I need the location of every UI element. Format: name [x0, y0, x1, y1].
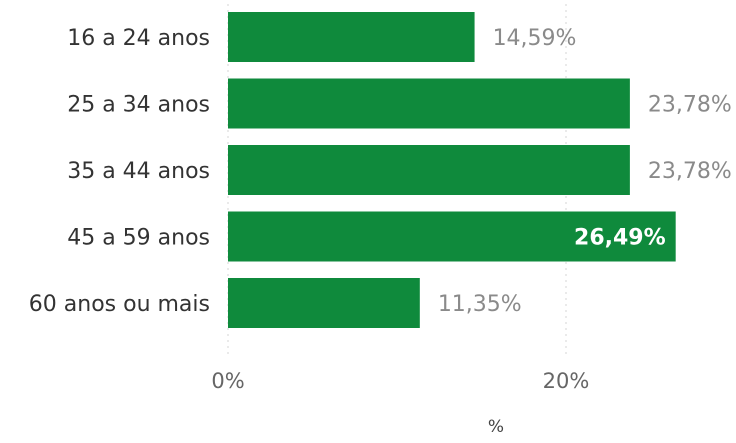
bars-layer	[228, 12, 676, 328]
value-label: 26,49%	[574, 226, 666, 251]
x-axis-title: %	[488, 417, 504, 437]
category-label: 45 a 59 anos	[67, 226, 210, 251]
bar	[228, 78, 630, 129]
labels-layer: 16 a 24 anos 14,59% 25 a 34 anos 23,78% 35 a…	[29, 26, 732, 317]
category-label: 25 a 34 anos	[67, 93, 210, 118]
bar	[228, 12, 475, 62]
bar	[228, 278, 420, 328]
value-label: 23,78%	[648, 93, 732, 118]
value-label: 11,35%	[438, 292, 522, 317]
bar	[228, 145, 630, 195]
category-label: 16 a 24 anos	[67, 26, 210, 51]
bar	[228, 211, 676, 262]
x-tick-label: 0%	[211, 369, 244, 393]
category-label: 35 a 44 anos	[67, 159, 210, 184]
value-label: 23,78%	[648, 159, 732, 184]
category-label: 60 anos ou mais	[29, 292, 210, 317]
x-tick-label: 20%	[543, 369, 590, 393]
value-label: 14,59%	[493, 26, 577, 51]
x-axis-ticks: 0% 20%	[211, 369, 589, 393]
